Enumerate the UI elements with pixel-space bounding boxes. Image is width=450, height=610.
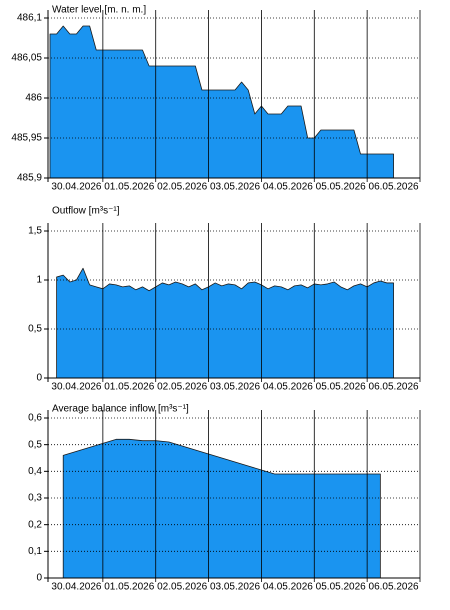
x-tick-label: 30.04.2026 — [51, 582, 101, 593]
y-tick-label: 486,05 — [11, 53, 42, 64]
x-tick-label: 03.05.2026 — [210, 582, 260, 593]
y-tick-label: 0,5 — [28, 324, 42, 335]
x-tick-label: 30.04.2026 — [51, 182, 101, 193]
x-tick-label: 03.05.2026 — [210, 382, 260, 393]
x-tick-label: 05.05.2026 — [316, 582, 366, 593]
area — [56, 267, 394, 379]
x-tick-label: 01.05.2026 — [104, 182, 154, 193]
y-tick-label: 485,95 — [11, 133, 42, 144]
y-tick-label: 1 — [36, 275, 42, 286]
y-tick-label: 0,5 — [28, 439, 42, 450]
x-tick-label: 05.05.2026 — [316, 382, 366, 393]
x-tick-label: 02.05.2026 — [157, 182, 207, 193]
y-tick-label: 0,1 — [28, 546, 42, 557]
x-tick-label: 02.05.2026 — [157, 582, 207, 593]
x-tick-label: 04.05.2026 — [263, 182, 313, 193]
y-tick-label: 486 — [25, 93, 42, 104]
x-tick-label: 01.05.2026 — [104, 382, 154, 393]
y-tick-label: 0 — [36, 573, 42, 584]
x-tick-label: 05.05.2026 — [316, 182, 366, 193]
y-tick-label: 0,6 — [28, 413, 42, 424]
x-tick-label: 06.05.2026 — [369, 382, 419, 393]
chart-title: Outflow [m³s⁻¹] — [52, 206, 120, 217]
x-tick-label: 30.04.2026 — [51, 382, 101, 393]
x-tick-label: 03.05.2026 — [210, 182, 260, 193]
chart-title: Water level [m. n. m.] — [52, 5, 146, 16]
y-tick-label: 0,2 — [28, 519, 42, 530]
area — [49, 25, 394, 179]
y-tick-label: 485,9 — [17, 173, 42, 184]
x-tick-label: 01.05.2026 — [104, 582, 154, 593]
x-tick-label: 04.05.2026 — [263, 382, 313, 393]
chart-title: Average balance inflow [m³s⁻¹] — [52, 404, 189, 415]
y-tick-label: 0,3 — [28, 493, 42, 504]
x-tick-label: 06.05.2026 — [369, 582, 419, 593]
y-tick-label: 0 — [36, 373, 42, 384]
y-tick-label: 486,1 — [17, 13, 42, 24]
x-tick-label: 02.05.2026 — [157, 382, 207, 393]
x-tick-label: 04.05.2026 — [263, 582, 313, 593]
y-tick-label: 1,5 — [28, 226, 42, 237]
y-tick-label: 0,4 — [28, 466, 42, 477]
x-tick-label: 06.05.2026 — [369, 182, 419, 193]
area — [62, 438, 381, 579]
